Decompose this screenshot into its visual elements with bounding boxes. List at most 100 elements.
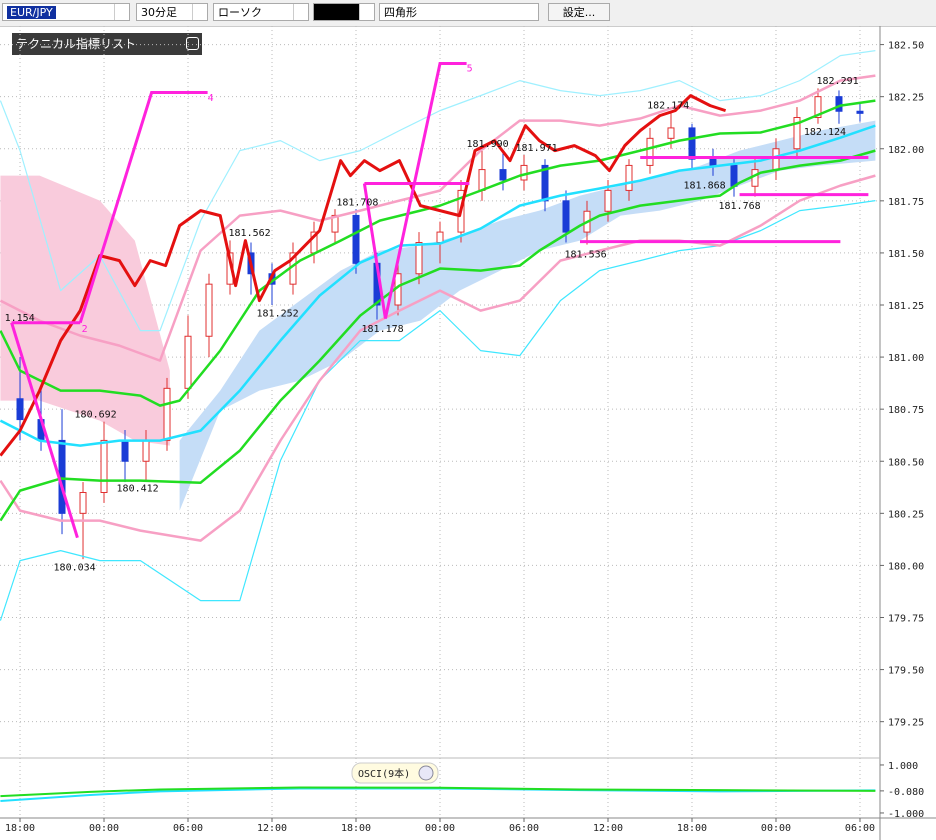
indicator-line bbox=[0, 174, 876, 542]
indicator-line bbox=[0, 74, 876, 362]
osc-title: OSCI(9本) bbox=[358, 767, 410, 780]
candle-body bbox=[688, 127, 696, 160]
price-label: 180.692 bbox=[75, 409, 117, 420]
x-tick-label: 18:00 bbox=[677, 823, 707, 834]
candle-body bbox=[331, 214, 339, 233]
panel-title: テクニカル指標リスト bbox=[16, 37, 137, 51]
cloud bbox=[179, 120, 876, 511]
timeframe-select[interactable]: 30分足 bbox=[136, 3, 208, 21]
indicator-line bbox=[0, 94, 727, 457]
candle-body bbox=[814, 96, 822, 118]
price-label: 181.536 bbox=[565, 249, 607, 260]
shape-field[interactable]: 四角形 bbox=[379, 3, 539, 21]
candle-body bbox=[436, 231, 444, 243]
candle-body bbox=[604, 189, 612, 212]
drawing-line bbox=[78, 91, 208, 324]
chart: 182.50 182.25 182.00 181.75 181.50 181.25 181.… bbox=[0, 26, 936, 840]
x-tick-label: 06:00 bbox=[845, 823, 875, 834]
x-tick-label: 00:00 bbox=[89, 823, 119, 834]
y-tick-label: 182.25 bbox=[888, 93, 924, 104]
price-label: 181.768 bbox=[719, 201, 761, 212]
drawing-line bbox=[362, 62, 467, 319]
indicator-line bbox=[0, 124, 876, 447]
y-tick-label: 182.00 bbox=[888, 145, 924, 156]
settings: 設定... bbox=[562, 6, 596, 19]
candle-body bbox=[121, 439, 129, 462]
price-label: 181.252 bbox=[257, 309, 299, 320]
y-tick-label: 181.00 bbox=[888, 353, 924, 364]
style-select[interactable]: ローソク bbox=[213, 3, 309, 21]
candle-body bbox=[751, 169, 759, 187]
chart-style: ローソク bbox=[218, 6, 262, 19]
indicator-line bbox=[0, 50, 876, 332]
indicator-line bbox=[0, 99, 876, 407]
candle-body bbox=[730, 164, 738, 187]
dropdown bbox=[359, 4, 374, 20]
price-label: 180.034 bbox=[54, 562, 96, 573]
candle-body bbox=[478, 169, 486, 191]
symbol: EUR/JPY bbox=[7, 6, 56, 19]
candle-body bbox=[625, 164, 633, 191]
y-tick-label: 180.75 bbox=[888, 405, 924, 416]
candle-body bbox=[835, 96, 843, 112]
candle-body bbox=[856, 110, 864, 114]
draw-tool-select[interactable] bbox=[313, 3, 375, 21]
osc-button-bg bbox=[351, 762, 439, 784]
collapse-icon[interactable] bbox=[186, 37, 199, 50]
x-tick-label: 00:00 bbox=[425, 823, 455, 834]
price-label: 181.971 bbox=[516, 143, 558, 154]
symbol-select[interactable]: EUR/JPY bbox=[2, 3, 130, 21]
candle-body bbox=[646, 137, 654, 166]
y-tick-label: 181.25 bbox=[888, 301, 924, 312]
price-label: 181.708 bbox=[336, 198, 378, 209]
price-label: 181.868 bbox=[684, 180, 726, 191]
dropdown bbox=[192, 4, 207, 20]
price-label: 181.562 bbox=[229, 228, 271, 239]
y-tick-label: 182.50 bbox=[888, 41, 924, 52]
osc-button[interactable]: OSCI(9本) bbox=[351, 762, 439, 784]
candle-body bbox=[100, 439, 108, 493]
dropdown bbox=[114, 4, 129, 20]
y-tick-label: 179.50 bbox=[888, 666, 924, 677]
candle-body bbox=[184, 335, 192, 389]
price-label: 182.124 bbox=[804, 127, 846, 138]
y-tick-label: 181.50 bbox=[888, 249, 924, 260]
y-tick-label: 181.75 bbox=[888, 197, 924, 208]
candle-body bbox=[562, 200, 570, 233]
candle-body bbox=[520, 164, 528, 181]
indicator-line bbox=[0, 149, 876, 522]
price-label: 181.990 bbox=[467, 139, 509, 150]
x-tick-label: 12:00 bbox=[257, 823, 287, 834]
candle-body bbox=[709, 158, 717, 166]
y-tick-label: -0.080 bbox=[888, 787, 924, 798]
wave-label: 2 bbox=[82, 324, 88, 335]
candle-body bbox=[16, 398, 24, 421]
candle-body bbox=[79, 492, 87, 514]
price-label: 181.178 bbox=[362, 324, 404, 335]
shape: 四角形 bbox=[384, 6, 417, 19]
y-tick-label: 180.50 bbox=[888, 457, 924, 468]
price-label: 1.154 bbox=[5, 313, 35, 324]
osc-toggle bbox=[418, 765, 434, 781]
y-tick-label: 179.25 bbox=[888, 718, 924, 729]
x-tick-label: 00:00 bbox=[761, 823, 791, 834]
candle-body bbox=[415, 242, 423, 275]
timeframe: 30分足 bbox=[141, 6, 177, 19]
indicator-line bbox=[0, 786, 876, 798]
candle-body bbox=[352, 214, 360, 264]
candle-body bbox=[541, 164, 549, 202]
y-tick-label: 180.25 bbox=[888, 509, 924, 520]
drawing-line bbox=[10, 322, 79, 539]
indicator-panel[interactable]: テクニカル指標リスト bbox=[12, 33, 202, 55]
x-tick-label: 06:00 bbox=[173, 823, 203, 834]
wave-label: 4 bbox=[208, 93, 214, 104]
candle-body bbox=[205, 283, 213, 337]
x-tick-label: 06:00 bbox=[509, 823, 539, 834]
candle-body bbox=[163, 387, 171, 441]
y-tick-label: 179.75 bbox=[888, 614, 924, 625]
dropdown bbox=[293, 4, 308, 20]
candle-body bbox=[667, 127, 675, 139]
settings-button[interactable]: 設定... bbox=[548, 3, 610, 21]
price-label: 182.174 bbox=[647, 101, 689, 112]
wave-label: 5 bbox=[467, 64, 473, 75]
